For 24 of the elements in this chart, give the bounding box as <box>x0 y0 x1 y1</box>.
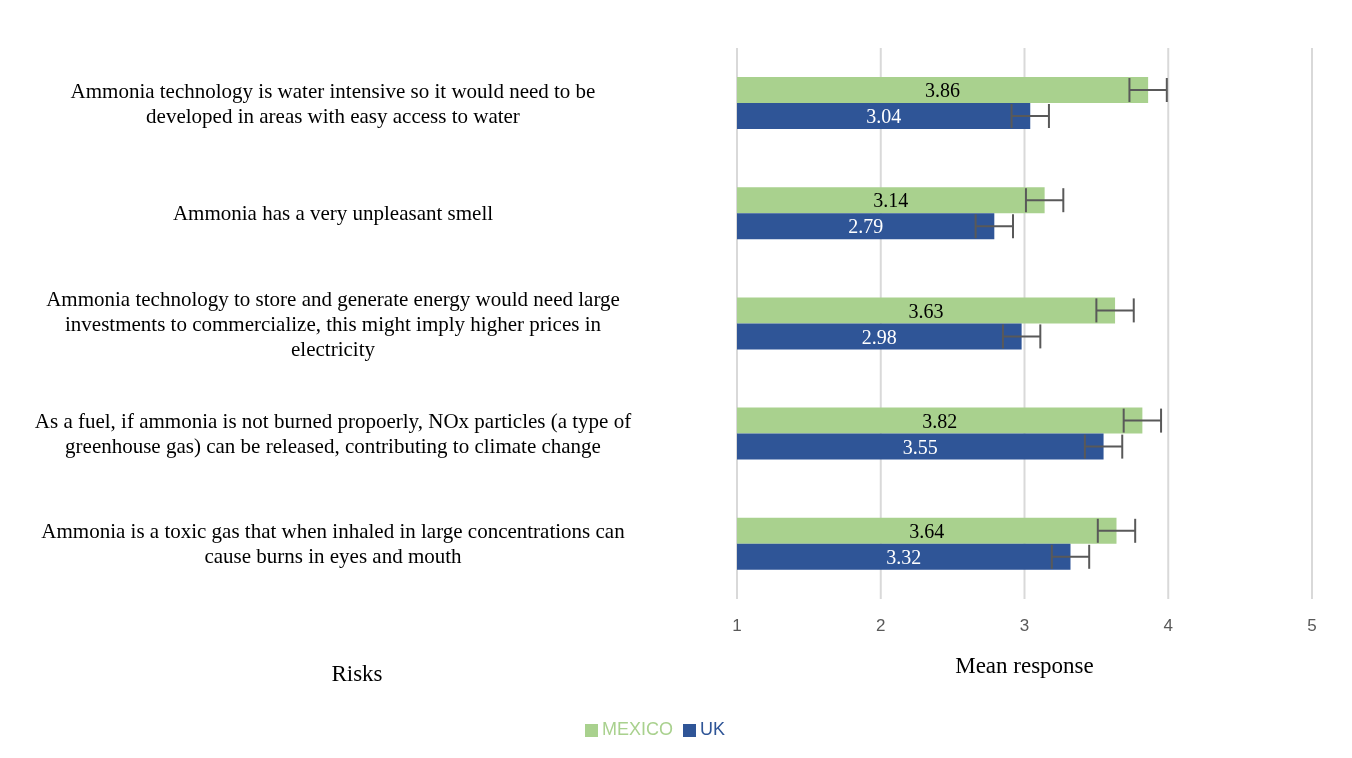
legend-label: MEXICO <box>601 719 673 739</box>
y-tick-label: As a fuel, if ammonia is not burned propoerly, NOx particles (a type of greenhouse gas) can be released, contributing to climate change <box>34 409 632 459</box>
data-label: 3.55 <box>902 435 938 458</box>
data-label: 2.79 <box>848 215 884 238</box>
y-tick-label: Ammonia has a very unpleasant smell <box>172 201 494 226</box>
x-axis-title: Mean response <box>955 653 1094 678</box>
data-label: 3.14 <box>873 189 909 212</box>
legend-label: UK <box>700 719 726 739</box>
x-tick-label: 5 <box>1307 616 1317 636</box>
y-axis-title: Risks <box>331 661 383 686</box>
y-tick-label: Ammonia is a toxic gas that when inhaled in large concentrations can cause burns in eyes and mouth <box>41 519 626 569</box>
data-label: 3.86 <box>925 79 961 102</box>
x-tick-label: 2 <box>876 616 886 636</box>
data-label: 3.82 <box>922 409 958 432</box>
data-label: 2.98 <box>861 325 897 348</box>
x-tick-label: 3 <box>1019 616 1030 636</box>
data-label: 3.64 <box>909 519 945 542</box>
x-tick-label: 1 <box>732 616 742 636</box>
y-tick-label: Ammonia technology is water intensive so it would need to be developed in areas with easy access to water <box>70 78 596 128</box>
x-tick-label: 4 <box>1163 616 1173 636</box>
data-label: 3.63 <box>908 299 944 322</box>
y-tick-label: Ammonia technology to store and generate energy would need large investments to commercialize, this might imply higher prices in electricity <box>46 286 620 361</box>
data-label: 3.04 <box>866 105 902 128</box>
data-label: 3.32 <box>886 545 922 568</box>
